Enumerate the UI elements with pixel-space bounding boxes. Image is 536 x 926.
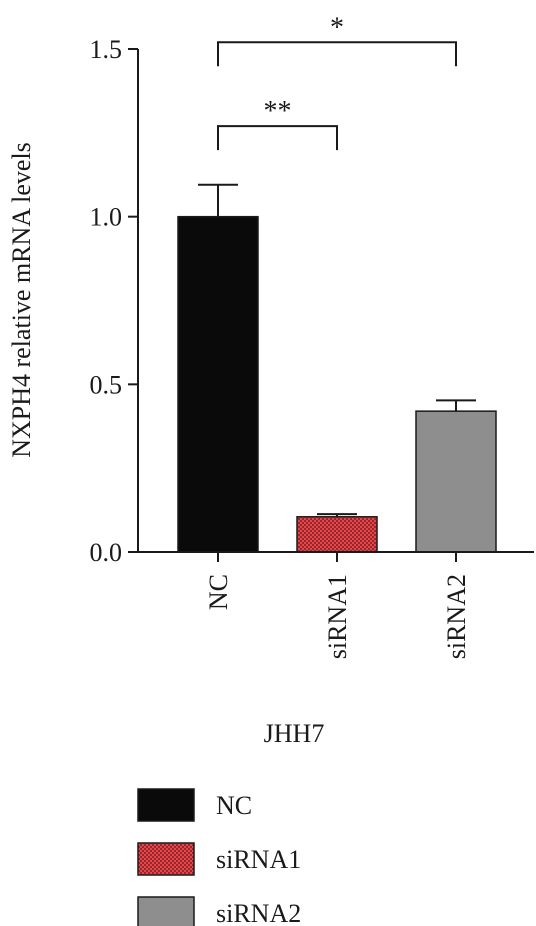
y-tick-label: 1.5 [90,35,123,64]
significance-bracket [217,41,457,67]
legend-label: siRNA1 [216,845,301,874]
bars [177,215,497,553]
bar-sirna2 [415,410,497,553]
legend-swatch [137,842,195,876]
legend-swatch [137,896,195,926]
significance-label: ** [264,96,292,127]
significance-brackets: *** [217,12,457,151]
legend-label: NC [216,791,252,820]
y-tick-label: 0.0 [90,538,123,567]
y-axis: 0.0 0.5 1.0 1.5 [90,35,139,567]
x-axis: NC siRNA1 siRNA2 [138,551,534,659]
legend: NC siRNA1 siRNA2 [137,788,301,926]
legend-label: siRNA2 [216,899,301,926]
bar-sirna1 [296,516,378,553]
x-axis-label: JHH7 [264,719,325,748]
bar-nc [177,215,259,553]
x-tick-label: siRNA2 [442,574,471,659]
y-tick-label: 1.0 [90,203,123,232]
significance-label: * [330,12,344,43]
x-tick-label: siRNA1 [323,574,352,659]
y-tick-label: 0.5 [90,370,123,399]
y-axis-label: NXPH4 relative mRNA levels [7,142,36,458]
error-bars [198,183,476,517]
x-tick-label: NC [204,574,233,610]
significance-bracket [217,125,338,151]
legend-swatch [137,788,195,822]
